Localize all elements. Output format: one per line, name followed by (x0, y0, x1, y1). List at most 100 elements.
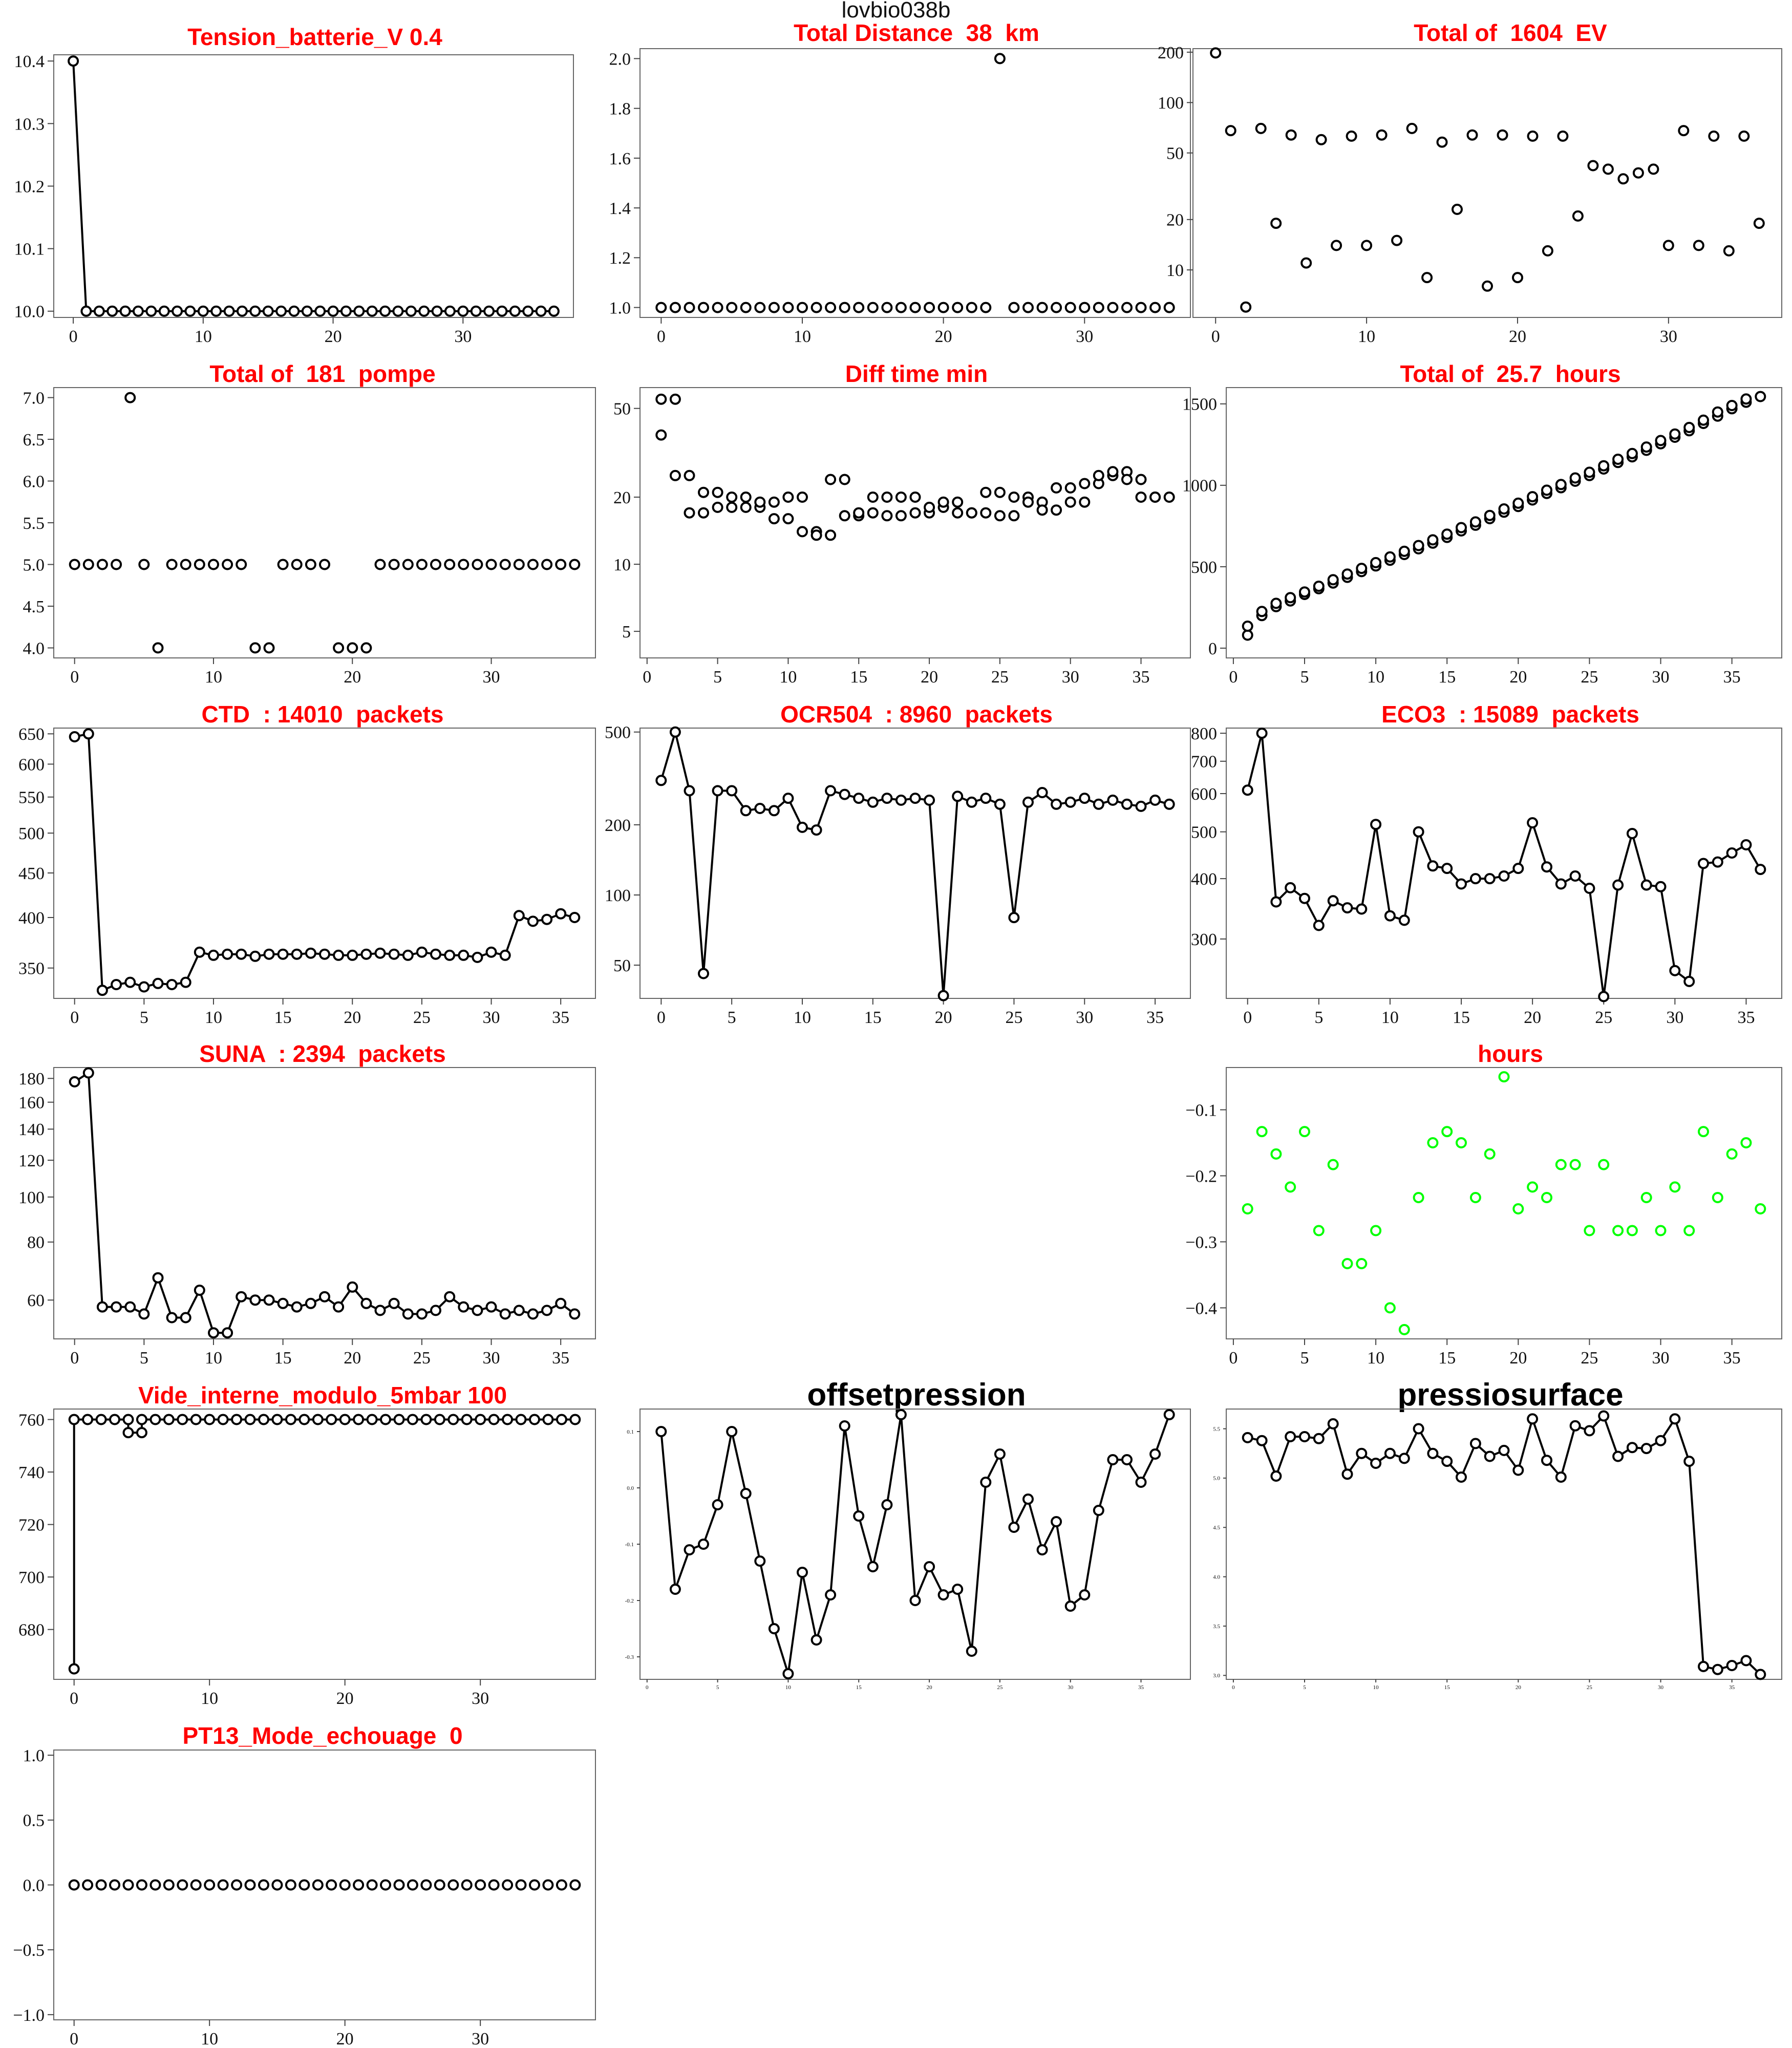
panel-title: offsetpression (807, 1377, 1026, 1413)
data-point (1740, 393, 1752, 405)
data-point (1036, 302, 1048, 313)
x-tick-label: 5 (716, 1684, 719, 1691)
y-tick-label: 200 (605, 816, 631, 835)
data-point (204, 1879, 216, 1891)
data-point (177, 1414, 188, 1425)
data-point (319, 948, 330, 960)
chart-panel: 5 10 20 50 0 5 10 15 20 25 30 35 (613, 387, 1191, 687)
y-tick-label: 700 (18, 1568, 45, 1587)
data-point (393, 1414, 405, 1425)
data-point (1484, 1450, 1496, 1462)
data-point (726, 492, 738, 503)
data-point (1256, 1435, 1268, 1446)
y-tick-label: 7.0 (23, 389, 45, 408)
data-point (740, 492, 752, 503)
data-point (1255, 122, 1267, 134)
series-line (660, 731, 1170, 997)
data-point (236, 305, 248, 317)
y-tick-label: 4.0 (23, 639, 45, 658)
data-point (249, 950, 261, 962)
y-tick-label: 550 (18, 788, 45, 807)
y-tick-label: 10.4 (14, 52, 45, 71)
data-point (782, 492, 794, 503)
data-point (1602, 163, 1614, 175)
data-point (1370, 819, 1382, 830)
data-point (1441, 528, 1453, 540)
y-tick-label: 20 (613, 488, 631, 507)
data-point (1051, 482, 1062, 494)
data-point (1723, 245, 1735, 257)
data-point (810, 529, 822, 541)
data-point (853, 302, 865, 313)
data-point (374, 559, 386, 570)
x-tick-label: 25 (413, 1349, 431, 1368)
y-tick-label: 1.8 (609, 100, 631, 119)
data-point (472, 1305, 483, 1316)
data-point (1527, 817, 1539, 828)
data-point (569, 912, 581, 923)
y-tick-label: 1.2 (609, 249, 631, 268)
data-point (380, 1414, 391, 1425)
data-point (909, 1595, 921, 1606)
x-tick-label: 15 (274, 1349, 292, 1368)
data-point (223, 305, 235, 317)
data-point (782, 1668, 794, 1679)
data-point (527, 1308, 539, 1320)
y-tick-label: -0.2 (625, 1598, 634, 1604)
data-point (542, 1879, 554, 1891)
data-point (69, 731, 80, 742)
data-point (937, 496, 949, 508)
data-point (994, 1448, 1006, 1460)
data-point (1427, 1137, 1439, 1148)
data-point (966, 302, 977, 313)
x-tick-label: 30 (1652, 1349, 1670, 1368)
x-tick-label: 10 (785, 1684, 792, 1691)
data-point (132, 305, 144, 317)
data-point (1313, 581, 1325, 592)
data-point (839, 788, 850, 800)
data-point (312, 1879, 324, 1891)
y-tick-label: 200 (1158, 44, 1184, 62)
data-point (1683, 1456, 1695, 1467)
data-point (275, 305, 287, 317)
data-point (1107, 794, 1119, 806)
data-point (797, 302, 808, 313)
y-tick-label: 60 (27, 1291, 45, 1310)
data-point (909, 507, 921, 519)
data-point (407, 1879, 418, 1891)
data-point (319, 1291, 330, 1303)
y-tick-label: 500 (1191, 558, 1217, 577)
chart-panel: 680 700 720 740 760 0 10 20 30 (18, 1409, 596, 1708)
data-point (360, 642, 372, 654)
data-point (1712, 406, 1723, 418)
data-point (80, 305, 92, 317)
data-point (1107, 302, 1119, 313)
data-point (68, 55, 79, 67)
data-point (1413, 1423, 1424, 1435)
data-point (1712, 1663, 1723, 1675)
data-point (768, 496, 780, 508)
data-point (1755, 1669, 1766, 1680)
data-point (461, 1414, 473, 1425)
x-tick-label: 30 (1076, 327, 1093, 346)
x-tick-label: 0 (1232, 1684, 1235, 1691)
data-point (1693, 240, 1704, 251)
data-point (1527, 1181, 1539, 1193)
y-tick-label: 1000 (1182, 477, 1217, 496)
data-point (124, 392, 136, 403)
data-point (1669, 965, 1681, 976)
x-tick-label: 25 (1005, 1008, 1022, 1027)
data-point (1093, 798, 1104, 810)
x-tick-label: 35 (1729, 1684, 1735, 1691)
x-tick-label: 15 (1444, 1684, 1450, 1691)
data-point (1456, 1137, 1467, 1148)
data-point (1270, 1470, 1282, 1482)
data-point (527, 915, 539, 927)
y-tick-label: 1500 (1182, 395, 1217, 414)
data-point (1698, 1660, 1709, 1672)
data-point (994, 53, 1006, 65)
data-point (1270, 896, 1282, 908)
data-point (1327, 1159, 1339, 1170)
data-point (339, 1879, 351, 1891)
data-point (222, 1327, 233, 1339)
